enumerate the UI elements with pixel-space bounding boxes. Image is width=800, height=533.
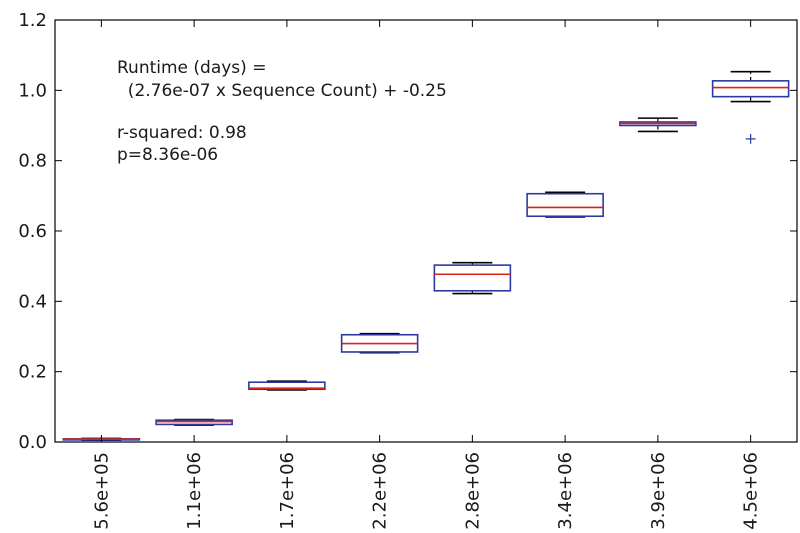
y-tick-label: 0.4 [18, 291, 47, 312]
x-tick-label: 5.6e+05 [91, 452, 112, 530]
box-iqr [433, 264, 512, 292]
x-tick-label: 3.9e+06 [648, 452, 669, 530]
y-tick-label: 0.6 [18, 221, 47, 242]
x-tick-label: 2.8e+06 [462, 452, 483, 530]
box-3.4e+06 [526, 191, 604, 218]
x-tick-label: 3.4e+06 [555, 452, 576, 530]
outlier-marker [745, 133, 756, 144]
x-tick-label: 1.1e+06 [184, 452, 205, 530]
x-tick-label: 4.5e+06 [741, 452, 762, 530]
annotation-line-3: r-squared: 0.98 [117, 123, 247, 143]
box-iqr [526, 192, 604, 218]
annotation-line-4: p=8.36e-06 [117, 145, 218, 165]
box-4.5e+06 [711, 70, 790, 144]
x-tick-label: 1.7e+06 [277, 452, 298, 530]
y-tick-label: 1.0 [18, 80, 47, 101]
x-tick-label: 2.2e+06 [370, 452, 391, 530]
box-iqr [248, 381, 326, 391]
annotation-line-2: (2.76e-07 x Sequence Count) + -0.25 [117, 81, 447, 101]
box-1.7e+06 [248, 380, 326, 391]
y-tick-label: 0.2 [18, 362, 47, 383]
y-tick-label: 0.8 [18, 151, 47, 172]
y-tick-label: 1.2 [18, 10, 47, 31]
axis-layer: 0.0 0.2 0.4 0.6 0.8 1.0 1.2 5.6e+05 1.1e+06 1.7e+… [18, 10, 798, 530]
box-iqr [711, 80, 790, 98]
box-1.1e+06 [155, 418, 233, 426]
y-tick-label: 0.0 [18, 432, 47, 453]
box-2.2e+06 [340, 332, 419, 354]
annotation-line-1: Runtime (days) = [117, 58, 266, 78]
regression-annotation: Runtime (days) = (2.76e-07 x Sequence Co… [117, 58, 447, 165]
box-2.8e+06 [433, 261, 512, 295]
box-3.9e+06 [619, 117, 697, 133]
